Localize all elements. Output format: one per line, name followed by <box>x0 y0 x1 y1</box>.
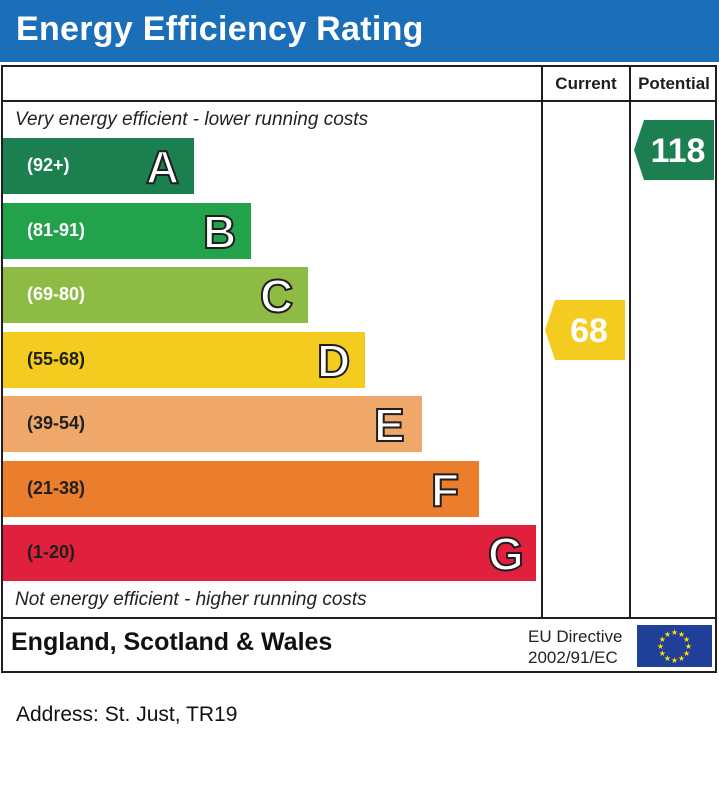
footer-divider <box>1 617 717 619</box>
band-g: (1-20) G <box>3 525 536 581</box>
region-label: England, Scotland & Wales <box>11 628 333 656</box>
band-b-range: (81-91) <box>27 219 86 240</box>
eu-star-icon: ★ <box>683 635 690 644</box>
band-f-range: (21-38) <box>27 477 86 498</box>
band-a: (92+) A <box>3 138 194 194</box>
band-d-letter: D <box>316 334 351 388</box>
band-d-range: (55-68) <box>27 348 86 369</box>
potential-column-header: Potential <box>638 74 710 93</box>
band-a-letter: A <box>145 140 180 194</box>
band-b-letter: B <box>202 205 237 259</box>
eu-star-icon: ★ <box>659 635 666 644</box>
eu-star-icon: ★ <box>678 654 685 663</box>
current-column-header: Current <box>555 74 617 93</box>
band-e-range: (39-54) <box>27 413 86 433</box>
potential-column-divider <box>629 65 631 619</box>
header-bar: Energy Efficiency Rating <box>0 0 719 62</box>
eu-star-icon: ★ <box>671 656 678 665</box>
band-b: (81-91) B <box>3 202 251 259</box>
address-text: Address: St. Just, TR19 <box>16 703 238 726</box>
current-column-divider <box>541 65 543 619</box>
eu-star-icon: ★ <box>657 642 664 651</box>
directive-line-1: EU Directive <box>528 627 623 646</box>
band-c: (69-80) C <box>3 267 308 323</box>
eu-star-icon: ★ <box>685 642 692 651</box>
band-g-range: (1-20) <box>27 542 76 562</box>
eu-flag-icon: ★ ★ ★ ★ ★ ★ ★ ★ ★ ★ ★ ★ <box>637 625 712 667</box>
band-c-range: (69-80) <box>27 284 86 304</box>
band-e-letter: E <box>373 398 406 452</box>
band-a-range: (92+) <box>27 155 70 175</box>
eu-star-icon: ★ <box>659 649 666 658</box>
eu-star-icon: ★ <box>664 630 671 639</box>
band-e: (39-54) E <box>3 396 422 452</box>
eu-star-icon: ★ <box>671 628 678 637</box>
page-title: Energy Efficiency Rating <box>16 10 424 48</box>
bottom-note: Not energy efficient - higher running co… <box>15 589 367 610</box>
band-f-letter: F <box>430 463 460 517</box>
band-g-letter: G <box>487 527 525 581</box>
eu-star-icon: ★ <box>664 654 671 663</box>
rating-frame <box>1 65 717 673</box>
band-d: (55-68) D <box>3 331 365 388</box>
eu-star-icon: ★ <box>678 630 685 639</box>
band-c-letter: C <box>259 269 294 323</box>
eu-star-icon: ★ <box>683 649 690 658</box>
header-row-divider <box>1 100 717 102</box>
directive-line-2: 2002/91/EC <box>528 648 618 667</box>
band-f: (21-38) F <box>3 460 479 517</box>
top-note: Very energy efficient - lower running co… <box>15 109 369 130</box>
